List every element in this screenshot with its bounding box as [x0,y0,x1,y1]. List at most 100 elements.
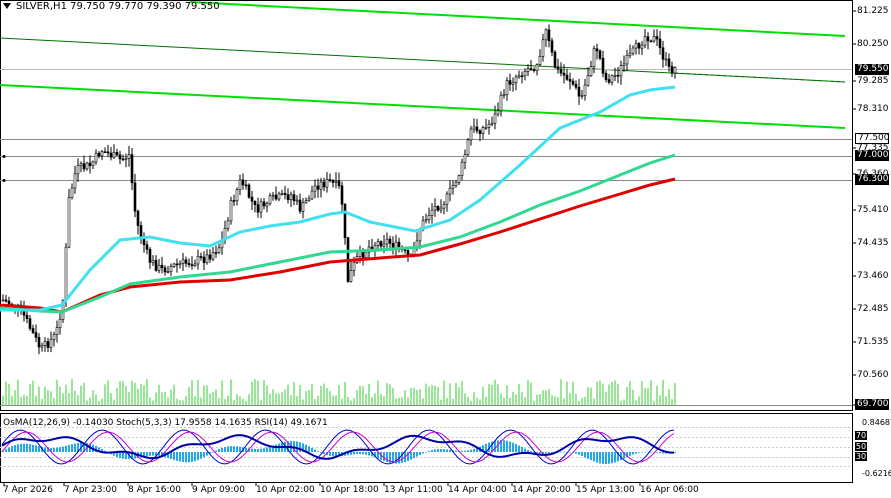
candle-body [316,185,320,190]
osma-bar [539,452,541,454]
price-tick: 70.560 [857,370,889,380]
osma-bar [599,452,601,464]
osma-bar [179,452,181,462]
candle-body [598,50,602,59]
candle-body [325,179,329,188]
osma-bar [50,448,52,452]
collapse-arrow-icon[interactable] [3,3,11,9]
candle-body [427,215,431,221]
candle-body [157,264,161,271]
osma-bar [473,448,475,452]
osma-bar [389,452,391,463]
osma-bar [560,451,562,453]
candle-body [205,254,209,264]
candle-body [286,194,290,200]
candle-body [580,95,584,97]
candle-body [571,80,575,85]
candle-body [256,204,260,213]
candle-body [547,29,551,42]
ma-mid-line [0,153,676,314]
candle-body [562,72,566,76]
osma-bar [497,440,499,452]
price-tick: 81.225 [857,6,889,16]
osma-bar [581,452,583,457]
candle-body [82,163,86,170]
osma-bar [659,452,661,454]
candle-body [298,199,302,212]
candle-body [67,197,71,248]
osma-bar [233,446,235,452]
candle-body [64,246,68,301]
osma-bar [443,449,445,452]
candle-body [307,198,311,201]
candle-body [292,194,296,201]
osma-bar [521,447,523,452]
level-marker [2,179,6,182]
time-label: 8 Apr 16:00 [128,485,181,495]
candle-body [199,256,203,258]
candle-body [631,47,635,54]
candle-body [394,241,398,249]
osma-bar [104,450,106,452]
osma-bar [512,442,514,452]
osma-bar [347,452,349,456]
osma-bar [314,449,316,452]
candle-body [643,36,647,46]
osma-bar [386,452,388,463]
candle-body [28,318,32,329]
candle-body [550,40,554,53]
candle-body [577,86,581,97]
candle-body [253,201,257,205]
candle-body [442,203,446,209]
price-tick: 71.535 [857,337,889,347]
osma-bar [488,442,490,452]
candle-body [385,238,389,245]
osma-bar [440,448,442,452]
osma-bar [116,452,118,457]
osma-bar [515,444,517,452]
osma-bar [38,446,40,452]
candle-body [193,263,197,266]
osma-bar [218,449,220,452]
price-tick-bottom: 69.700 [855,399,889,410]
candle-body [250,196,254,202]
time-label: 9 Apr 09:00 [192,485,245,495]
candle-body [481,127,485,134]
price-tick: 75.410 [857,205,889,215]
osma-bar [626,452,628,458]
candle-body [337,180,341,187]
osma-bar [536,452,538,453]
candle-body [175,263,179,266]
osma-bar [275,444,277,452]
osma-bar [356,452,358,455]
osma-bar [32,444,34,452]
candle-body [451,185,455,189]
osma-bar [323,452,325,454]
osma-bar [239,446,241,452]
channel-mid-extension [674,72,846,83]
candle-body [460,161,464,176]
osma-bar [68,444,70,452]
candle-body [238,179,242,190]
candle-body [85,162,89,170]
osma-bar [371,452,373,457]
price-axis-ticks [852,10,856,406]
osma-bar [455,450,457,452]
osma-bar [65,445,67,452]
candle-body [433,205,437,211]
osma-bar [638,452,640,453]
osma-bar [644,451,646,453]
candle-body [226,220,230,229]
candle-body [625,55,629,65]
osma-bar [413,452,415,459]
osma-bar [140,452,142,458]
candle-body [586,75,590,86]
time-axis-ticks [3,482,641,486]
osma-bar [74,443,76,452]
osma-bar [17,444,19,452]
candle-body [319,181,323,190]
osma-bar [632,452,634,455]
candle-body [526,68,530,72]
